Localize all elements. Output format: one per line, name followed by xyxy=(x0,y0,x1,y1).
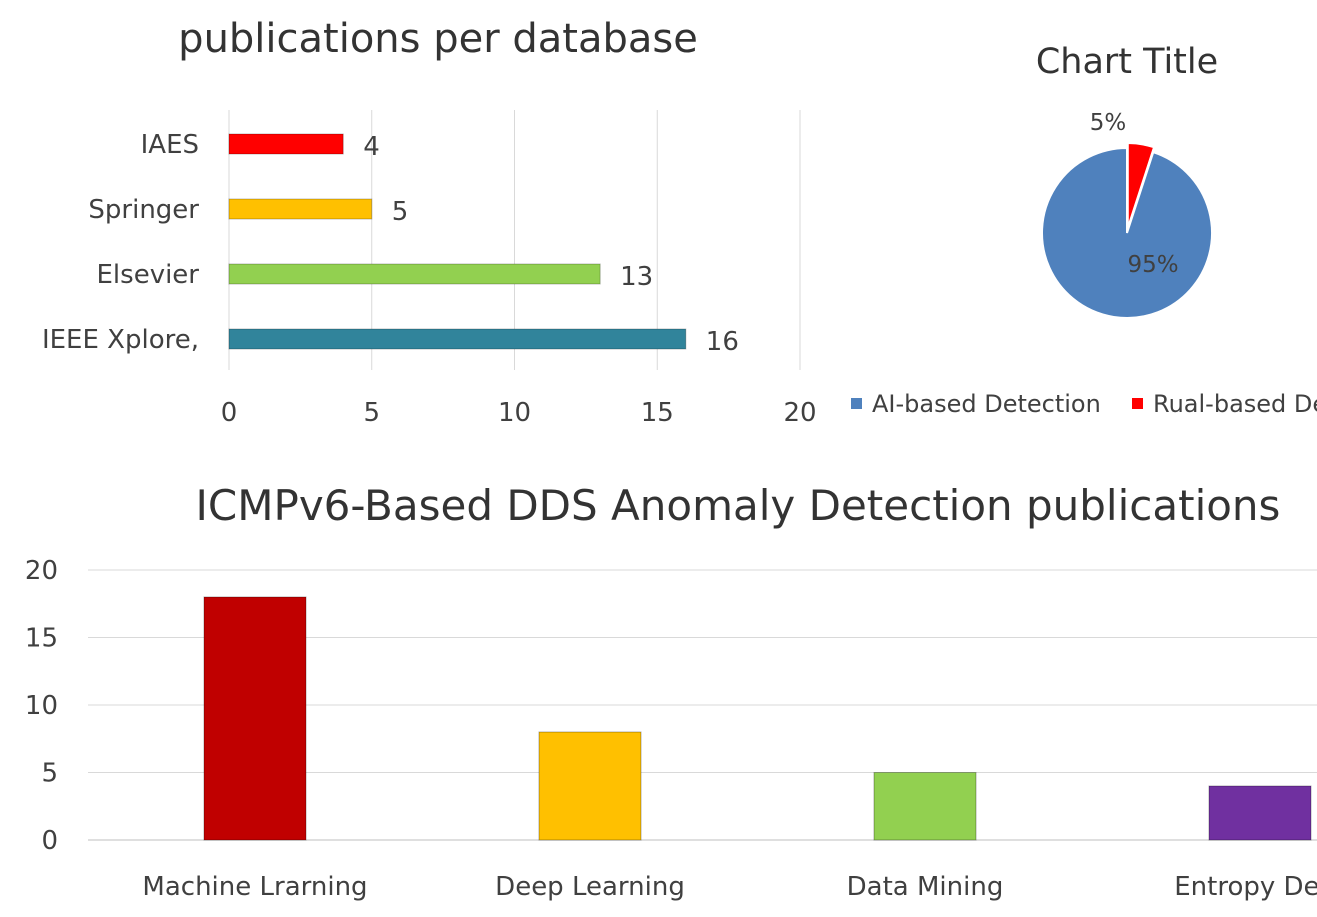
data-label: 16 xyxy=(706,327,739,357)
legend-label: Rual-based De xyxy=(1153,390,1317,418)
bar xyxy=(538,731,642,841)
y-tick-label: 15 xyxy=(25,624,58,654)
legend-swatch xyxy=(1132,398,1143,409)
category-label: IAES xyxy=(141,130,199,160)
bar xyxy=(228,133,344,155)
pie-data-labels: 95% 5% xyxy=(1090,110,1179,278)
y-tick-label: 5 xyxy=(41,759,58,789)
category-label: Deep Learning xyxy=(495,872,685,902)
y-tick-label: 0 xyxy=(41,826,58,856)
x-tick-label: 5 xyxy=(363,398,380,428)
category-labels: Machine Lrarning Deep Learning Data Mining… xyxy=(142,872,1317,902)
category-label: IEEE Xplore, xyxy=(42,325,199,355)
data-label: 13 xyxy=(620,262,653,292)
data-label: 4 xyxy=(363,132,380,162)
category-label: Machine Lrarning xyxy=(142,872,367,902)
pie-slice xyxy=(1041,146,1213,319)
category-labels: IAES Springer Elsevier IEEE Xplore, xyxy=(42,130,199,355)
category-label: Elsevier xyxy=(97,260,200,290)
data-labels: 4 5 13 16 xyxy=(363,132,739,357)
x-tick-label: 10 xyxy=(498,398,531,428)
bar xyxy=(228,263,601,285)
bar-group xyxy=(203,596,1312,841)
data-label: 5 xyxy=(392,197,409,227)
legend: AI-based Detection Rual-based De xyxy=(851,390,1317,418)
chart-title: publications per database xyxy=(178,16,698,62)
detection-type-pie-chart: Chart Title 95% 5% AI-based Detection Rual… xyxy=(851,42,1317,418)
gridlines xyxy=(228,110,801,370)
x-tick-label: 15 xyxy=(641,398,674,428)
publications-per-database-chart: publications per database IAES Springer El… xyxy=(42,16,817,428)
category-label: Entropy Dete xyxy=(1174,872,1317,902)
legend-label: AI-based Detection xyxy=(872,390,1101,418)
x-tick-label: 20 xyxy=(783,398,816,428)
x-tick-label: 0 xyxy=(221,398,238,428)
bar xyxy=(203,596,307,841)
icmpv6-anomaly-detection-chart: ICMPv6-Based DDS Anomaly Detection publi… xyxy=(25,481,1317,902)
bar xyxy=(873,772,977,841)
bar xyxy=(1208,785,1312,841)
pie-slice xyxy=(1126,142,1156,229)
legend-swatch xyxy=(851,398,862,409)
bar xyxy=(228,328,687,350)
chart-title: Chart Title xyxy=(1036,42,1218,82)
y-tick-label: 20 xyxy=(25,556,58,586)
bar xyxy=(228,198,373,220)
x-axis-tick-labels: 0 5 10 15 20 xyxy=(221,398,817,428)
pie-slices xyxy=(1041,142,1213,319)
bar-group xyxy=(228,133,687,350)
chart-title: ICMPv6-Based DDS Anomaly Detection publi… xyxy=(196,481,1281,530)
y-axis-tick-labels: 0 5 10 15 20 xyxy=(25,556,58,856)
category-label: Springer xyxy=(88,195,199,225)
pie-data-label: 95% xyxy=(1127,252,1178,278)
pie-data-label: 5% xyxy=(1090,110,1127,136)
category-label: Data Mining xyxy=(847,872,1004,902)
y-tick-label: 10 xyxy=(25,691,58,721)
